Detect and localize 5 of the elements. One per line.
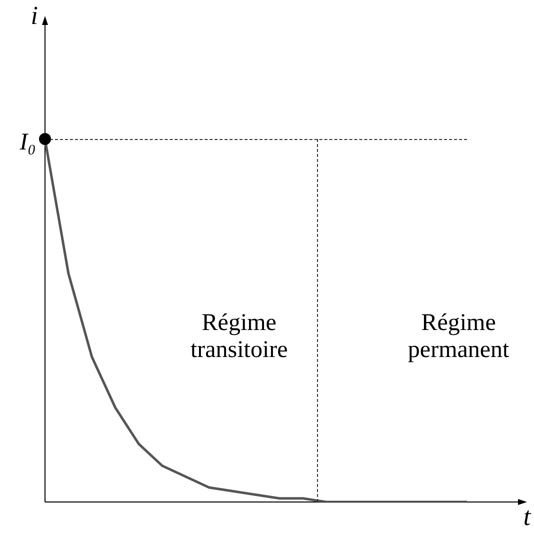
annotation: Régime transitoire [190, 310, 288, 363]
x-axis-title: t [523, 502, 532, 531]
text: I₀ [18, 130, 36, 156]
annotation: Régime permanent [408, 310, 510, 363]
y-axis-title: i [30, 0, 38, 30]
